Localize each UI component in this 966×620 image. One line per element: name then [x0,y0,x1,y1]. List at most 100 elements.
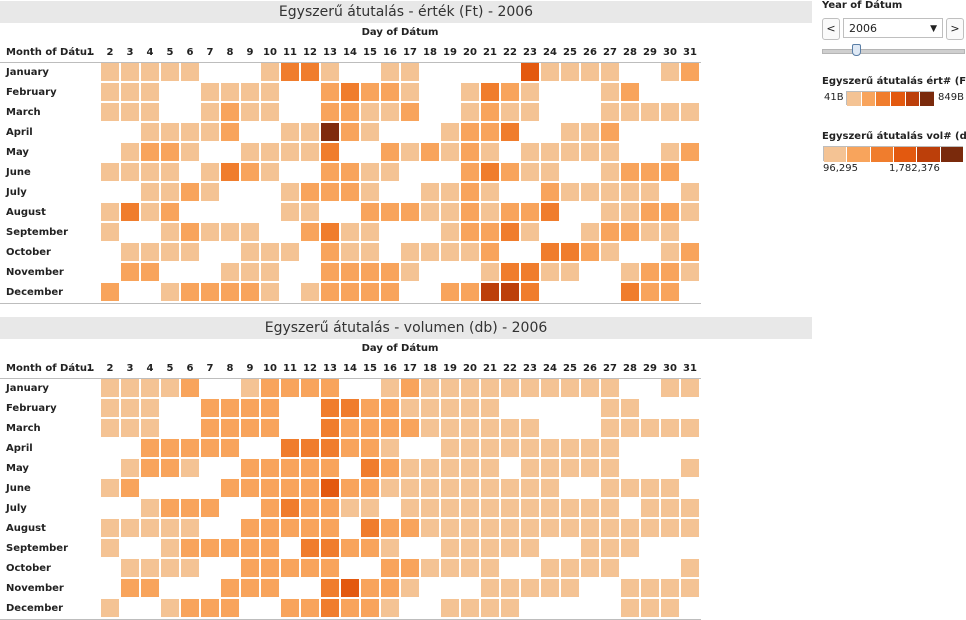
heatmap-cell[interactable] [481,419,499,437]
heatmap-cell[interactable] [281,183,299,201]
heatmap-cell[interactable] [421,399,439,417]
heatmap-cell[interactable] [281,439,299,457]
heatmap-cell[interactable] [201,599,219,617]
heatmap-cell[interactable] [601,223,619,241]
heatmap-cell[interactable] [361,183,379,201]
heatmap-cell[interactable] [461,439,479,457]
heatmap-cell[interactable] [201,399,219,417]
heatmap-cell[interactable] [441,479,459,497]
heatmap-cell[interactable] [561,459,579,477]
heatmap-cell[interactable] [641,263,659,281]
heatmap-cell[interactable] [521,163,539,181]
heatmap-cell[interactable] [501,479,519,497]
heatmap-cell[interactable] [341,419,359,437]
heatmap-cell[interactable] [321,223,339,241]
heatmap-cell[interactable] [141,559,159,577]
heatmap-cell[interactable] [321,479,339,497]
heatmap-cell[interactable] [241,143,259,161]
heatmap-cell[interactable] [101,223,119,241]
heatmap-cell[interactable] [321,499,339,517]
heatmap-cell[interactable] [661,379,679,397]
heatmap-cell[interactable] [321,143,339,161]
heatmap-cell[interactable] [161,439,179,457]
heatmap-cell[interactable] [381,459,399,477]
heatmap-cell[interactable] [361,579,379,597]
heatmap-cell[interactable] [161,183,179,201]
heatmap-cell[interactable] [341,283,359,301]
heatmap-cell[interactable] [621,283,639,301]
heatmap-cell[interactable] [381,63,399,81]
heatmap-cell[interactable] [481,143,499,161]
heatmap-cell[interactable] [301,379,319,397]
heatmap-cell[interactable] [661,419,679,437]
heatmap-cell[interactable] [601,163,619,181]
heatmap-cell[interactable] [101,103,119,121]
heatmap-cell[interactable] [121,263,139,281]
heatmap-cell[interactable] [141,579,159,597]
heatmap-cell[interactable] [481,499,499,517]
heatmap-cell[interactable] [141,419,159,437]
heatmap-cell[interactable] [301,499,319,517]
heatmap-cell[interactable] [241,283,259,301]
heatmap-cell[interactable] [341,223,359,241]
heatmap-cell[interactable] [461,419,479,437]
heatmap-cell[interactable] [581,183,599,201]
heatmap-cell[interactable] [461,499,479,517]
heatmap-cell[interactable] [241,519,259,537]
heatmap-cell[interactable] [681,263,699,281]
heatmap-cell[interactable] [661,223,679,241]
heatmap-cell[interactable] [641,103,659,121]
year-next-button[interactable]: > [946,18,964,40]
heatmap-cell[interactable] [361,223,379,241]
heatmap-cell[interactable] [481,223,499,241]
heatmap-cell[interactable] [441,599,459,617]
heatmap-cell[interactable] [381,599,399,617]
heatmap-cell[interactable] [661,263,679,281]
heatmap-cell[interactable] [601,399,619,417]
heatmap-cell[interactable] [501,163,519,181]
heatmap-cell[interactable] [201,223,219,241]
heatmap-cell[interactable] [621,103,639,121]
heatmap-cell[interactable] [381,203,399,221]
heatmap-cell[interactable] [141,439,159,457]
heatmap-cell[interactable] [541,163,559,181]
heatmap-cell[interactable] [281,243,299,261]
heatmap-cell[interactable] [461,519,479,537]
heatmap-cell[interactable] [481,379,499,397]
heatmap-cell[interactable] [201,83,219,101]
heatmap-cell[interactable] [541,479,559,497]
heatmap-cell[interactable] [241,539,259,557]
heatmap-cell[interactable] [601,203,619,221]
heatmap-cell[interactable] [201,123,219,141]
year-dropdown[interactable]: 2006 ▼ [843,18,943,38]
heatmap-cell[interactable] [621,519,639,537]
heatmap-cell[interactable] [301,519,319,537]
heatmap-cell[interactable] [461,283,479,301]
heatmap-cell[interactable] [261,559,279,577]
heatmap-cell[interactable] [321,559,339,577]
heatmap-cell[interactable] [461,123,479,141]
heatmap-cell[interactable] [221,223,239,241]
heatmap-cell[interactable] [521,83,539,101]
heatmap-cell[interactable] [401,83,419,101]
heatmap-cell[interactable] [641,599,659,617]
heatmap-cell[interactable] [141,183,159,201]
heatmap-cell[interactable] [101,163,119,181]
heatmap-cell[interactable] [561,243,579,261]
heatmap-cell[interactable] [341,183,359,201]
heatmap-cell[interactable] [241,479,259,497]
year-slider-track[interactable] [822,49,965,54]
heatmap-cell[interactable] [401,203,419,221]
heatmap-cell[interactable] [301,63,319,81]
heatmap-cell[interactable] [601,419,619,437]
heatmap-cell[interactable] [361,479,379,497]
heatmap-cell[interactable] [241,223,259,241]
heatmap-cell[interactable] [181,283,199,301]
heatmap-cell[interactable] [381,559,399,577]
heatmap-cell[interactable] [161,379,179,397]
heatmap-cell[interactable] [541,519,559,537]
heatmap-cell[interactable] [221,479,239,497]
heatmap-cell[interactable] [261,519,279,537]
heatmap-cell[interactable] [521,263,539,281]
heatmap-cell[interactable] [161,243,179,261]
